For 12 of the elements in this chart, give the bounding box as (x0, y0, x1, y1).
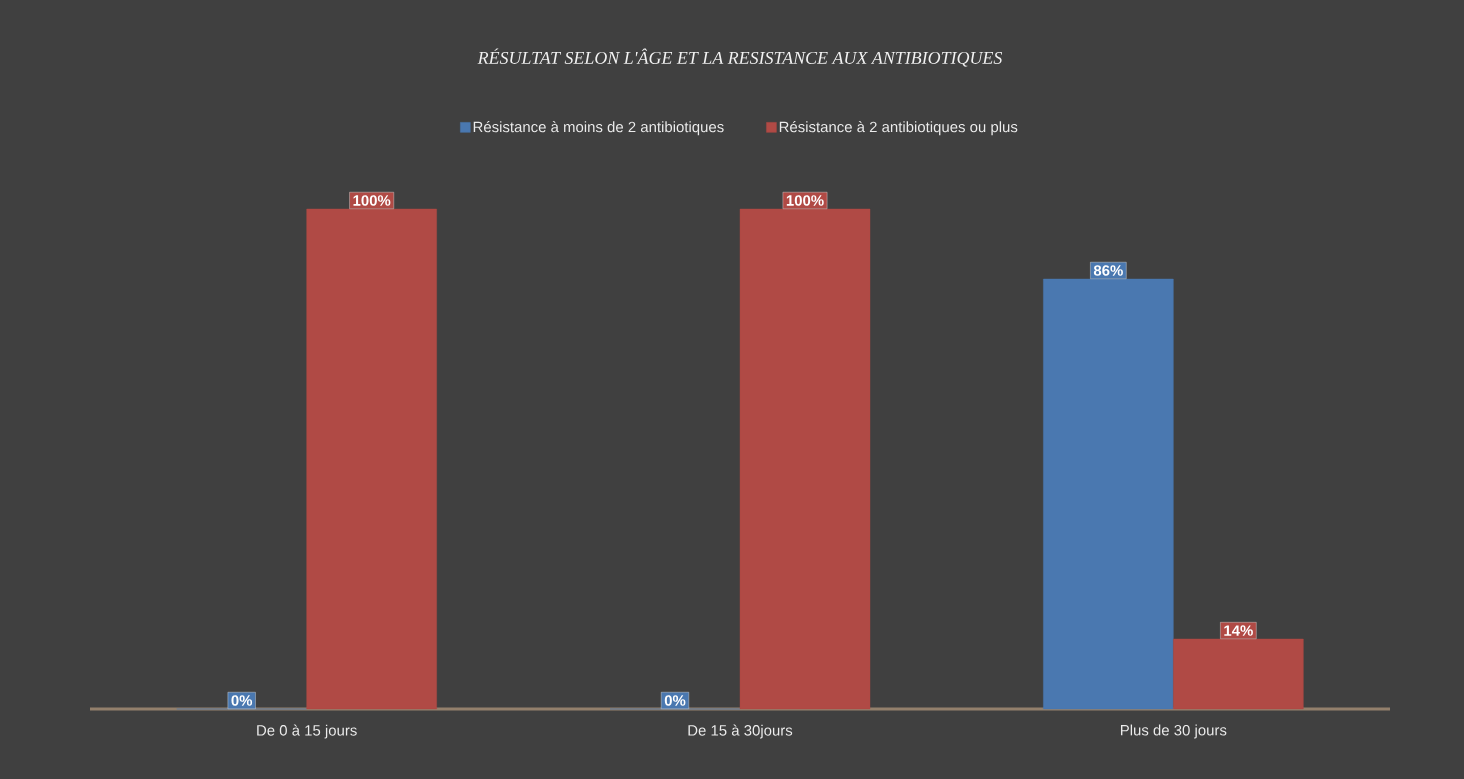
data-label: 14% (1224, 625, 1253, 636)
data-label: 0% (231, 695, 253, 706)
x-tick-label: De 15 à 30jours (688, 724, 793, 739)
data-label: 0% (664, 695, 686, 706)
data-label: 86% (1093, 265, 1123, 276)
data-label: 100% (353, 195, 391, 206)
x-tick-label: De 0 à 15 jours (257, 724, 357, 739)
x-tick-label: Plus de 30 jours (1120, 724, 1227, 739)
chart-title: RÉSULTAT SELON L'ÂGE ET LA RESISTANCE AUX ANTIBIOTIQUES (477, 48, 1003, 67)
data-label: 100% (786, 195, 824, 206)
legend-label: Résistance à 2 antibiotiques ou plus (779, 121, 1018, 136)
legend-label: Résistance à moins de 2 antibiotiques (473, 121, 724, 136)
